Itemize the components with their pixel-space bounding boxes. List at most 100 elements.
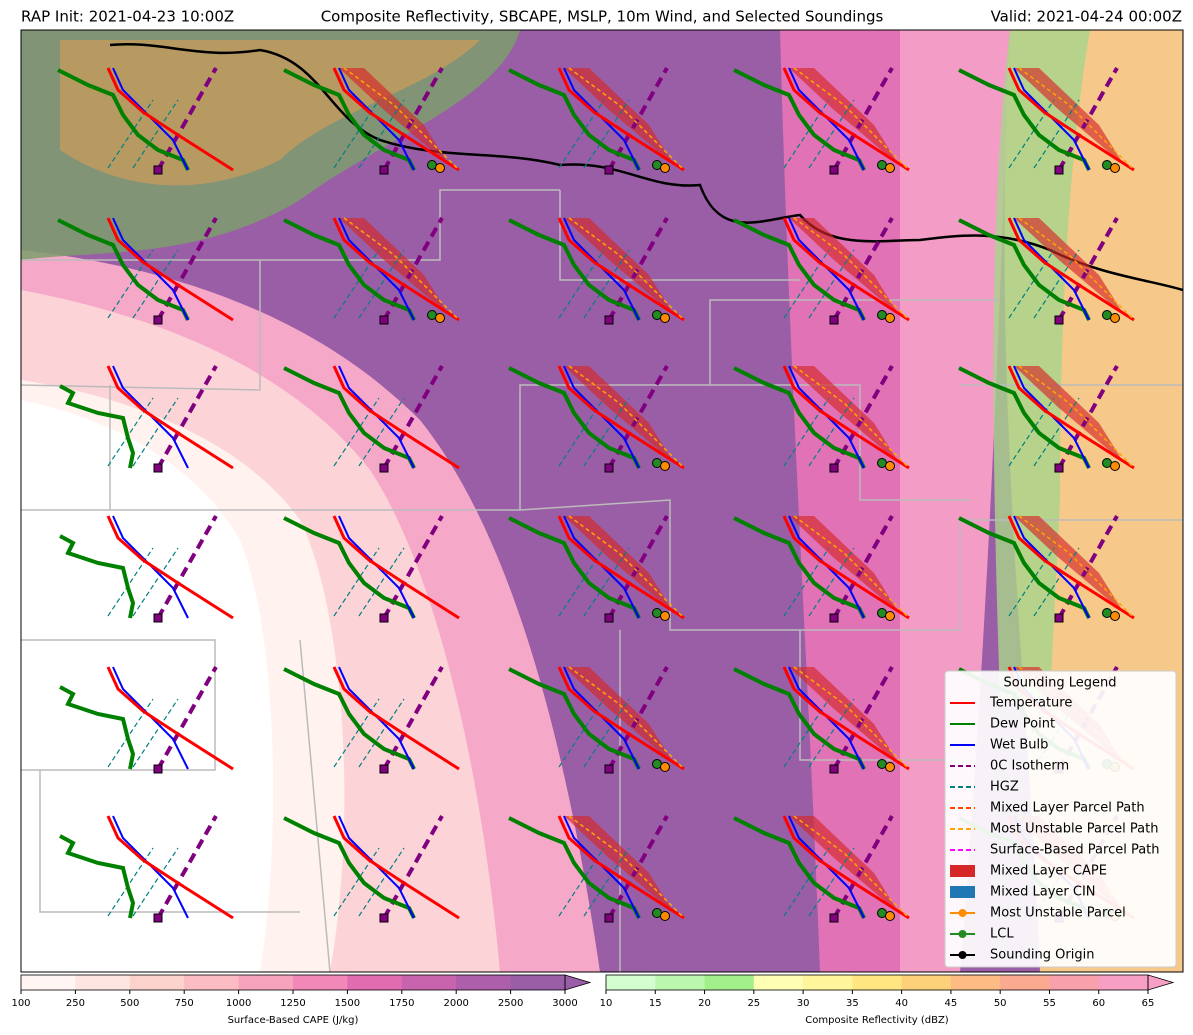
colorbar-tick-label: 15: [649, 998, 662, 1009]
cape-area: [789, 366, 899, 463]
hgz-line: [1033, 547, 1080, 617]
temperature: [332, 67, 460, 172]
hgz-line: [132, 99, 179, 169]
legend: Sounding Legend Temperature Dew Point Wet …: [944, 670, 1177, 968]
legend-item: 0C Isotherm: [950, 759, 1069, 774]
legend-label: Sounding Origin: [990, 948, 1094, 963]
colorbar-tick-label: 65: [1142, 998, 1155, 1009]
mu-parcel-marker: [660, 163, 670, 173]
sounding: [57, 67, 234, 175]
hgz-line: [1033, 397, 1080, 467]
dewpoint: [283, 218, 416, 321]
origin-marker: [829, 613, 839, 623]
dewpoint: [733, 816, 866, 919]
legend-item: Mixed Layer CIN: [950, 885, 1096, 900]
legend-label: Most Unstable Parcel: [990, 906, 1126, 921]
mu-parcel-marker: [660, 611, 670, 621]
hgz-line: [358, 698, 405, 768]
origin-marker: [153, 463, 163, 473]
parcel-path: [1018, 515, 1135, 619]
parcel-path: [568, 515, 685, 619]
mu-parcel-marker: [885, 163, 895, 173]
hgz-line: [583, 99, 630, 169]
mu-parcel-marker: [1110, 461, 1120, 471]
origin-marker: [379, 613, 389, 623]
temperature: [106, 67, 234, 172]
temperature: [332, 815, 460, 920]
colorbar-tick-label: 750: [175, 998, 194, 1009]
origin-marker: [379, 913, 389, 923]
legend-marker: [958, 930, 967, 938]
colorbar-segment: [901, 975, 952, 990]
cape-area: [1014, 366, 1124, 463]
colorbar-extension: [564, 974, 592, 991]
dewpoint: [283, 366, 416, 469]
hgz-line: [132, 698, 179, 768]
cape-area: [789, 667, 899, 764]
legend-item: Surface-Based Parcel Path: [950, 843, 1160, 858]
colorbars: 100 250 500 750 1000 1250 1500 1750 2000 2500 3000…: [11, 974, 1175, 1026]
hgz-line: [808, 249, 855, 319]
dewpoint: [508, 218, 641, 321]
dewpoint: [958, 516, 1091, 619]
origin-marker: [1054, 165, 1064, 175]
hgz-line: [358, 847, 405, 917]
sounding: [733, 67, 910, 175]
legend-item: Most Unstable Parcel Path: [950, 822, 1159, 837]
cape-area: [789, 68, 899, 165]
sounding: [508, 217, 685, 325]
origin-marker: [604, 764, 614, 774]
legend-title: Sounding Legend: [1004, 676, 1117, 691]
dewpoint: [958, 218, 1091, 321]
sounding: [508, 365, 685, 473]
legend-item: Most Unstable Parcel: [950, 906, 1126, 921]
cape-area: [339, 68, 449, 165]
hgz-line: [808, 99, 855, 169]
mu-parcel-marker: [660, 461, 670, 471]
colorbar-segment: [655, 975, 706, 990]
dewpoint: [57, 68, 190, 171]
sounding: [508, 515, 685, 623]
colorbar-tick-label: 1000: [226, 998, 251, 1009]
legend-label: Temperature: [989, 696, 1072, 711]
sounding: [958, 217, 1135, 325]
colorbar-segment: [852, 975, 903, 990]
temperature: [1007, 515, 1135, 620]
temperature: [782, 67, 910, 172]
temperature: [332, 515, 460, 620]
legend-item: LCL: [950, 927, 1014, 942]
origin-marker: [1054, 613, 1064, 623]
mu-parcel-marker: [435, 313, 445, 323]
colorbar-tick-label: 500: [120, 998, 139, 1009]
isotherm: [156, 666, 218, 770]
sounding: [958, 67, 1135, 175]
dewpoint: [508, 366, 641, 469]
mu-parcel-marker: [435, 163, 445, 173]
hgz-line: [1033, 249, 1080, 319]
legend-label: Most Unstable Parcel Path: [990, 822, 1159, 837]
parcel-path: [1018, 217, 1135, 321]
parcel-path: [343, 217, 460, 321]
mu-parcel-marker: [885, 911, 895, 921]
temperature: [782, 217, 910, 322]
sounding: [283, 67, 460, 175]
colorbar-segment: [753, 975, 804, 990]
cape-area: [1014, 516, 1124, 613]
colorbar-tick-label: 20: [698, 998, 711, 1009]
temperature: [332, 217, 460, 322]
parcel-path: [1018, 365, 1135, 469]
colorbar-segment: [21, 975, 76, 990]
temperature: [332, 365, 460, 470]
legend-label: Dew Point: [990, 717, 1055, 732]
colorbar-label: Composite Reflectivity (dBZ): [805, 1015, 949, 1026]
sounding: [57, 217, 234, 325]
cape-area: [789, 516, 899, 613]
sounding: [733, 666, 910, 774]
colorbar-tick-label: 3000: [552, 998, 577, 1009]
colorbar-segment: [293, 975, 348, 990]
sounding: [283, 365, 460, 473]
legend-swatch: [950, 865, 975, 877]
origin-marker: [153, 315, 163, 325]
dewpoint: [57, 218, 190, 321]
